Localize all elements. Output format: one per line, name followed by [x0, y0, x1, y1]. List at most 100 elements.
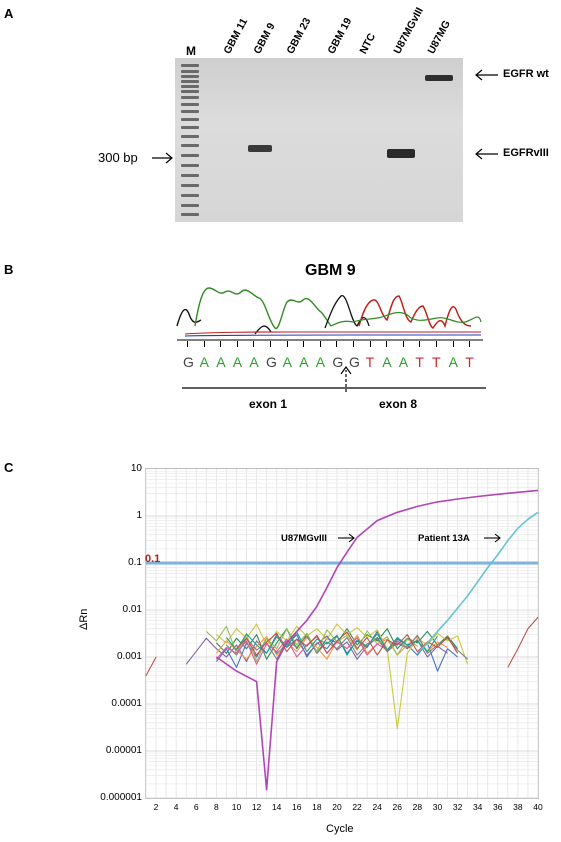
ladder-band [181, 64, 199, 67]
base-tick [220, 341, 222, 347]
base-letter: A [315, 354, 326, 370]
base-tick [286, 341, 288, 347]
base-tick [270, 341, 271, 347]
patient-13a-curve-arrow [484, 533, 501, 543]
ladder-band [181, 154, 199, 157]
base-letter: A [249, 354, 259, 370]
x-tick-label: 10 [231, 802, 242, 812]
background-series-line [145, 656, 157, 676]
base-letter: A [199, 354, 209, 370]
ladder-band [181, 135, 199, 138]
x-tick-label: 18 [312, 802, 322, 812]
base-letter: G [266, 354, 277, 370]
base-letter: T [415, 354, 424, 370]
ladder-band [181, 103, 199, 106]
ladder-band [181, 80, 199, 83]
ladder-band [181, 174, 199, 177]
ladder-band [181, 184, 199, 187]
y-tick-label: 0.0001 [111, 698, 142, 709]
size-marker-label: 300 bp [98, 150, 138, 165]
band-u87mgviii-egfrviii [387, 149, 415, 158]
y-tick-label: 0.1 [128, 557, 142, 568]
chromatogram-title: GBM 9 [305, 262, 356, 279]
u87mgviii-curve-arrow [338, 533, 355, 543]
egfrviii-label: EGFRvIII [503, 147, 549, 159]
x-tick-label: 4 [173, 802, 179, 812]
base-tick [469, 341, 471, 347]
base-letter: G [349, 354, 360, 370]
base-tick [303, 341, 305, 347]
size-marker-arrow [152, 152, 173, 164]
base-letter: T [432, 354, 441, 370]
base-letter: A [232, 354, 243, 370]
background-series-line [226, 634, 468, 660]
y-tick-label: 0.00001 [105, 745, 142, 756]
x-tick-label: 26 [392, 802, 403, 812]
x-tick-label: 38 [513, 802, 523, 812]
ladder-band [181, 213, 199, 216]
exon-1-label: exon 1 [249, 397, 288, 411]
base-tick [236, 341, 238, 347]
x-tick-label: 2 [153, 802, 159, 812]
x-tick-label: 34 [472, 802, 483, 812]
egfr-wt-arrow [475, 69, 498, 81]
ladder-band [181, 96, 199, 99]
base-letter: A [398, 354, 409, 370]
egfr-wt-label: EGFR wt [503, 68, 549, 80]
y-axis-title: ΔRn [78, 608, 90, 630]
exon-8-label: exon 8 [379, 397, 418, 411]
panel-b-letter: B [4, 262, 14, 277]
ladder-band [181, 126, 199, 129]
x-tick-label: 22 [352, 802, 362, 812]
x-tick-label: 6 [193, 802, 199, 812]
base-tick [187, 341, 188, 347]
u87mgviii-curve-label: U87MGvIII [281, 533, 327, 544]
x-tick-label: 24 [372, 802, 382, 812]
panel-a-letter: A [4, 6, 14, 21]
base-letter: A [216, 354, 226, 370]
junction-arrow [340, 365, 352, 392]
base-letter: A [382, 354, 392, 370]
band-gbm9-egfrviii [248, 145, 272, 152]
y-tick-label: 1 [136, 510, 142, 521]
y-tick-label: 0.001 [116, 651, 142, 662]
ladder-band [181, 194, 199, 197]
x-tick-label: 14 [271, 802, 282, 812]
ladder-band [181, 90, 199, 93]
base-letter: G [332, 354, 344, 370]
y-tick-label: 0.01 [122, 604, 142, 615]
ladder-band [181, 164, 199, 167]
x-tick-label: 16 [292, 802, 302, 812]
x-tick-label: 12 [251, 802, 262, 812]
base-tick [436, 341, 437, 347]
ladder-band [181, 70, 199, 73]
base-tick [319, 341, 321, 347]
panel-c-letter: C [4, 460, 14, 475]
base-letter: T [465, 354, 474, 370]
y-tick-label: 0.000001 [100, 792, 142, 803]
background-series-line [236, 631, 459, 656]
patient-13a-curve-label: Patient 13A [418, 533, 470, 544]
series-line-patient-13a [416, 511, 539, 654]
ladder-band [181, 75, 199, 78]
series-line-u87mgviii [215, 489, 539, 791]
base-tick [452, 341, 454, 347]
base-tick [253, 341, 255, 347]
base-letter: A [448, 354, 458, 370]
base-tick [203, 341, 205, 347]
base-tick [369, 341, 371, 347]
background-series-line [216, 628, 459, 660]
x-tick-label: 36 [493, 802, 503, 812]
x-tick-label: 8 [213, 802, 219, 812]
ladder-band [181, 118, 199, 121]
x-tick-label: 30 [432, 802, 443, 812]
marker-lane-label: M [186, 44, 196, 58]
gel-image [175, 58, 463, 222]
x-tick-label: 28 [412, 802, 423, 812]
base-tick [419, 341, 421, 347]
x-tick-label: 32 [452, 802, 463, 812]
chromatogram-trace [176, 287, 483, 341]
egfrviii-arrow [475, 148, 498, 160]
ladder-band [181, 144, 199, 147]
